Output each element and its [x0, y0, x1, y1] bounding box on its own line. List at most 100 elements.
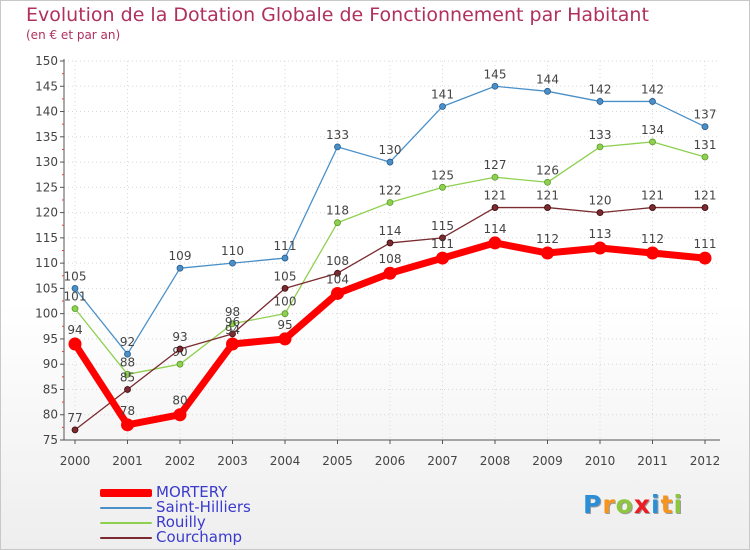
data-point-courchamp — [544, 204, 551, 211]
data-label-saint-hilliers: 110 — [221, 244, 244, 258]
data-point-courchamp — [386, 239, 394, 247]
data-label-saint-hilliers: 141 — [431, 87, 454, 101]
data-point-saint-hilliers — [334, 143, 341, 151]
data-label-rouilly: 126 — [536, 163, 559, 177]
data-point-saint-hilliers — [596, 98, 604, 105]
data-point-rouilly — [124, 370, 131, 378]
data-point-courchamp — [596, 209, 604, 217]
data-label-rouilly: 118 — [326, 204, 349, 218]
legend-swatch-courchamp — [100, 536, 152, 539]
y-tick-label: 125 — [35, 180, 58, 194]
data-point-saint-hilliers — [701, 123, 709, 131]
data-point-rouilly — [596, 143, 604, 151]
logo-char: r — [602, 490, 616, 519]
data-label-rouilly: 122 — [379, 183, 402, 197]
x-tick-label: 2003 — [217, 454, 248, 468]
proxiti-logo: Proxiti — [583, 490, 683, 519]
data-point-courchamp — [701, 204, 709, 211]
legend-item-rouilly: Rouilly — [100, 515, 251, 530]
logo-char: t — [660, 490, 674, 519]
data-label-mortery: 114 — [484, 222, 507, 236]
data-point-rouilly — [229, 320, 236, 328]
y-tick-label: 150 — [35, 54, 58, 68]
data-label-rouilly: 134 — [641, 123, 664, 137]
logo-char: P — [583, 490, 603, 519]
data-label-mortery: 111 — [694, 237, 717, 251]
chart-title: Evolution de la Dotation Globale de Fonc… — [26, 4, 649, 26]
data-label-saint-hilliers: 142 — [641, 82, 664, 96]
data-point-saint-hilliers — [281, 254, 289, 262]
data-point-courchamp — [124, 386, 131, 393]
data-point-rouilly — [281, 310, 289, 318]
data-point-rouilly — [386, 199, 394, 206]
data-point-rouilly — [71, 305, 79, 313]
data-label-mortery: 108 — [379, 252, 402, 266]
data-label-courchamp: 115 — [431, 219, 454, 233]
data-label-rouilly: 133 — [589, 128, 612, 142]
y-tick-label: 85 — [43, 382, 58, 396]
data-label-saint-hilliers: 137 — [694, 108, 717, 122]
data-label-saint-hilliers: 111 — [274, 239, 297, 253]
data-point-rouilly — [701, 153, 709, 161]
data-label-saint-hilliers: 144 — [536, 72, 559, 86]
data-label-mortery: 95 — [277, 318, 292, 332]
data-point-mortery — [541, 246, 554, 260]
legend-label-rouilly: Rouilly — [156, 513, 206, 531]
data-point-mortery — [331, 286, 344, 300]
legend-swatch-mortery — [100, 488, 152, 497]
data-point-mortery — [226, 337, 239, 351]
data-point-courchamp — [334, 269, 341, 277]
y-tick-label: 90 — [43, 357, 58, 371]
data-label-rouilly: 100 — [274, 295, 297, 309]
data-point-courchamp — [439, 234, 446, 242]
chart-subtitle: (en € et par an) — [26, 28, 121, 42]
data-label-rouilly: 131 — [694, 138, 717, 152]
data-point-mortery — [383, 266, 397, 280]
data-point-saint-hilliers — [71, 284, 79, 292]
legend: MORTERY Saint-Hilliers Rouilly Courchamp — [100, 485, 251, 545]
data-label-mortery: 78 — [120, 404, 135, 418]
x-tick-label: 2006 — [375, 454, 406, 468]
data-label-courchamp: 121 — [641, 189, 664, 203]
data-label-mortery: 104 — [326, 272, 349, 286]
data-point-rouilly — [439, 183, 446, 191]
data-point-saint-hilliers — [124, 350, 131, 358]
legend-label-mortery: MORTERY — [156, 483, 228, 501]
x-tick-label: 2007 — [427, 454, 458, 468]
data-point-mortery — [593, 241, 607, 255]
data-point-mortery — [68, 337, 82, 351]
data-label-courchamp: 121 — [536, 189, 559, 203]
data-point-mortery — [436, 251, 449, 265]
data-label-rouilly: 125 — [431, 168, 454, 182]
data-point-mortery — [646, 246, 659, 260]
x-tick-label: 2001 — [112, 454, 143, 468]
data-label-mortery: 113 — [589, 227, 612, 241]
logo-char: o — [615, 490, 634, 519]
data-point-rouilly — [176, 360, 184, 368]
y-tick-label: 110 — [35, 256, 58, 270]
x-tick-label: 2005 — [322, 454, 353, 468]
data-label-courchamp: 105 — [274, 269, 297, 283]
y-tick-label: 105 — [35, 281, 58, 295]
x-tick-label: 2000 — [60, 454, 91, 468]
y-tick-label: 80 — [43, 408, 58, 422]
y-tick-label: 130 — [35, 155, 58, 169]
data-point-mortery — [121, 418, 134, 432]
data-label-courchamp: 96 — [225, 315, 240, 329]
data-point-rouilly — [491, 173, 499, 181]
y-tick-label: 135 — [35, 130, 58, 144]
data-label-courchamp: 114 — [379, 224, 402, 238]
data-point-saint-hilliers — [229, 259, 236, 267]
data-point-courchamp — [176, 345, 184, 353]
x-tick-label: 2012 — [690, 454, 721, 468]
data-label-saint-hilliers: 142 — [589, 82, 612, 96]
x-tick-label: 2008 — [480, 454, 511, 468]
data-label-saint-hilliers: 130 — [379, 143, 402, 157]
data-point-saint-hilliers — [649, 98, 656, 105]
x-tick-label: 2011 — [637, 454, 668, 468]
x-tick-label: 2010 — [585, 454, 616, 468]
data-label-rouilly: 98 — [225, 305, 240, 319]
y-tick-label: 95 — [43, 332, 58, 346]
data-label-mortery: 111 — [431, 237, 454, 251]
